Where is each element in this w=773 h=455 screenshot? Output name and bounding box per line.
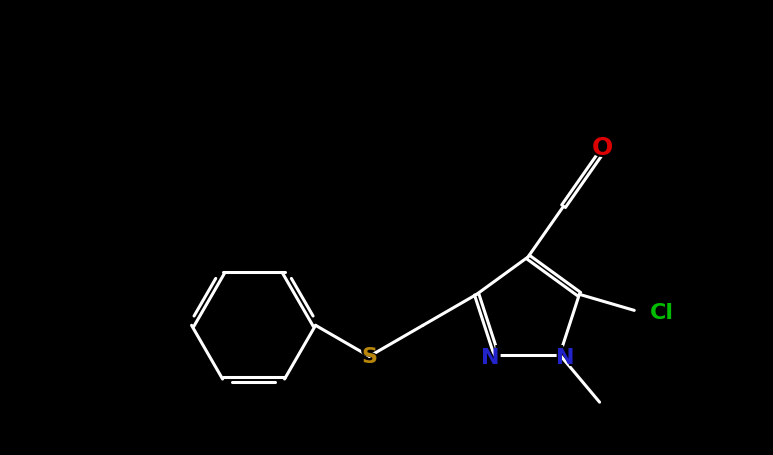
Text: O: O [588, 133, 616, 163]
Text: N: N [478, 343, 502, 371]
Text: Cl: Cl [646, 298, 678, 327]
Text: N: N [557, 347, 575, 367]
Text: O: O [591, 136, 613, 160]
Text: S: S [361, 347, 377, 367]
Text: N: N [553, 343, 578, 371]
Text: N: N [481, 347, 499, 367]
Text: S: S [359, 343, 380, 370]
Text: Cl: Cl [650, 303, 674, 323]
